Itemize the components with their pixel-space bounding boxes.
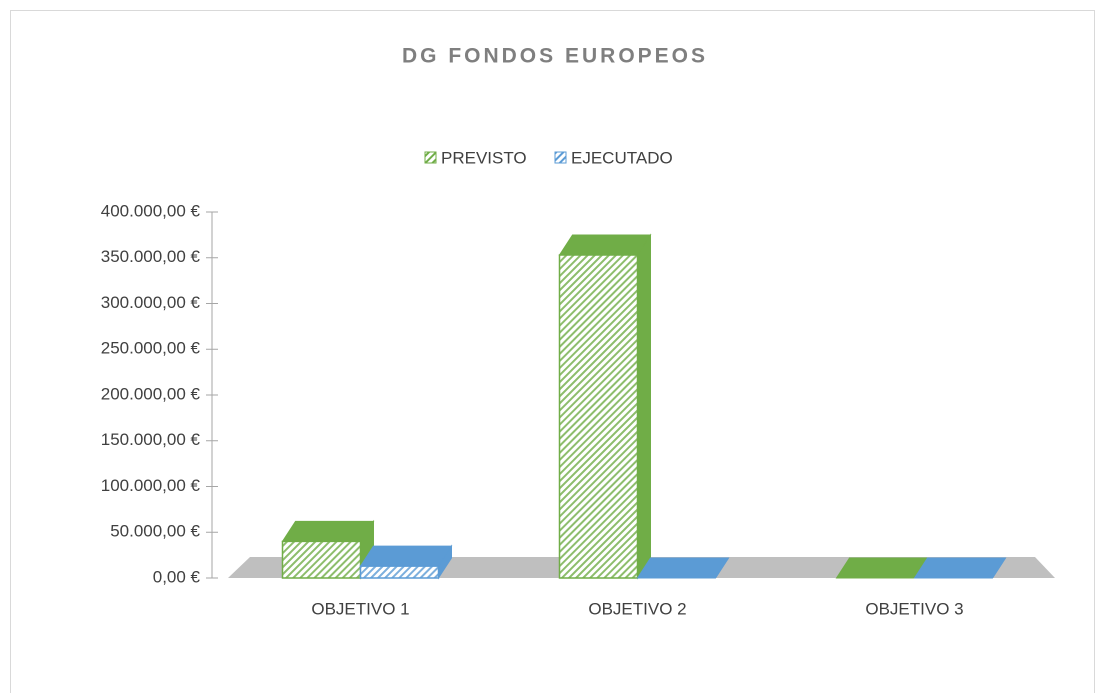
y-tick-label: 250.000,00 € xyxy=(101,339,201,358)
legend-swatch xyxy=(554,151,567,164)
bar-side xyxy=(637,233,651,580)
bar-front xyxy=(281,540,362,579)
legend-swatch xyxy=(424,151,437,164)
bar-top xyxy=(281,520,375,542)
x-tick-label: OBJETIVO 2 xyxy=(588,599,686,618)
y-tick-label: 150.000,00 € xyxy=(101,430,201,449)
bar-top xyxy=(835,557,929,579)
y-tick-label: 350.000,00 € xyxy=(101,247,201,266)
bar xyxy=(636,557,730,579)
chart-border xyxy=(10,10,1095,693)
x-tick-label: OBJETIVO 3 xyxy=(865,599,963,618)
bar xyxy=(835,557,929,579)
legend-label: EJECUTADO xyxy=(571,148,673,167)
chart-title: DG FONDOS EUROPEOS xyxy=(402,45,708,68)
bar-top xyxy=(359,545,453,567)
bar-front xyxy=(359,565,440,579)
bar-front xyxy=(558,254,639,579)
bar xyxy=(913,557,1007,579)
bar-top xyxy=(913,557,1007,579)
legend-label: PREVISTO xyxy=(441,148,527,167)
y-tick-label: 100.000,00 € xyxy=(101,476,201,495)
bar-top xyxy=(636,557,730,579)
bar xyxy=(558,233,652,580)
bar xyxy=(359,544,453,580)
y-tick-label: 0,00 € xyxy=(153,567,201,586)
y-tick-label: 400.000,00 € xyxy=(101,201,201,220)
x-tick-label: OBJETIVO 1 xyxy=(311,599,409,618)
y-tick-label: 50.000,00 € xyxy=(110,522,200,541)
y-tick-label: 200.000,00 € xyxy=(101,384,201,403)
y-tick-label: 300.000,00 € xyxy=(101,293,201,312)
bar-top xyxy=(558,234,652,256)
